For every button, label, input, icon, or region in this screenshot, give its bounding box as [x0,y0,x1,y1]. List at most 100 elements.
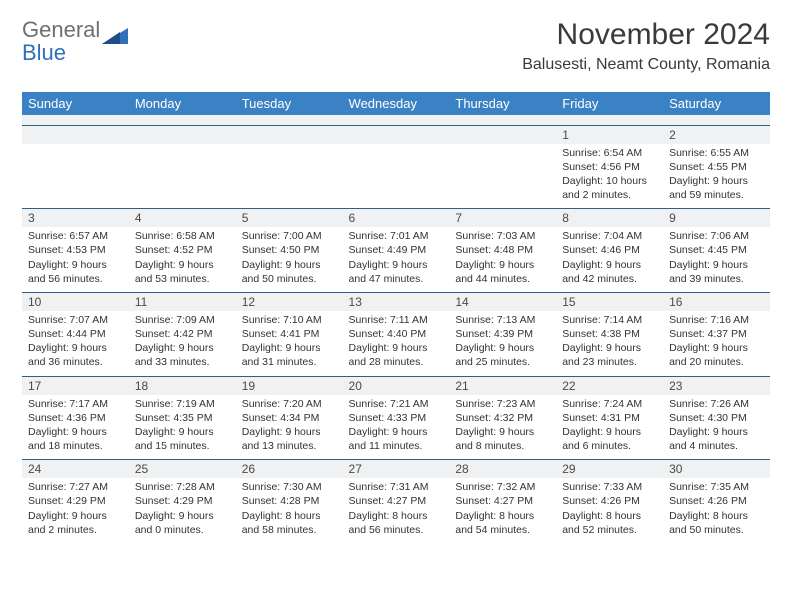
sunset-text: Sunset: 4:27 PM [349,494,444,508]
day-number: 20 [343,376,450,395]
calendar-header-row: SundayMondayTuesdayWednesdayThursdayFrid… [22,92,770,115]
day-cell: Sunrise: 7:23 AMSunset: 4:32 PMDaylight:… [449,395,556,460]
day-cell: Sunrise: 6:58 AMSunset: 4:52 PMDaylight:… [129,227,236,292]
sunrise-text: Sunrise: 7:16 AM [669,313,764,327]
daylight-text: Daylight: 9 hours and 20 minutes. [669,341,764,369]
day-cell: Sunrise: 7:30 AMSunset: 4:28 PMDaylight:… [236,478,343,543]
sunset-text: Sunset: 4:29 PM [28,494,123,508]
day-header: Sunday [22,92,129,115]
daylight-text: Daylight: 9 hours and 53 minutes. [135,258,230,286]
daylight-text: Daylight: 8 hours and 54 minutes. [455,509,550,537]
daylight-text: Daylight: 9 hours and 18 minutes. [28,425,123,453]
sunrise-text: Sunrise: 6:54 AM [562,146,657,160]
day-number: 29 [556,460,663,479]
brand-logo: General Blue [22,18,128,64]
daylight-text: Daylight: 9 hours and 4 minutes. [669,425,764,453]
calendar-table: SundayMondayTuesdayWednesdayThursdayFrid… [22,92,770,543]
daylight-text: Daylight: 9 hours and 39 minutes. [669,258,764,286]
day-cell: Sunrise: 6:54 AMSunset: 4:56 PMDaylight:… [556,144,663,209]
day-cell [449,144,556,209]
brand-mark-icon [102,22,128,49]
sunset-text: Sunset: 4:53 PM [28,243,123,257]
day-info-row: Sunrise: 6:54 AMSunset: 4:56 PMDaylight:… [22,144,770,209]
day-number: 22 [556,376,663,395]
day-cell: Sunrise: 7:33 AMSunset: 4:26 PMDaylight:… [556,478,663,543]
sunrise-text: Sunrise: 7:14 AM [562,313,657,327]
brand-word-1: General [22,17,100,42]
sunset-text: Sunset: 4:34 PM [242,411,337,425]
day-number [129,125,236,144]
sunrise-text: Sunrise: 7:23 AM [455,397,550,411]
daylight-text: Daylight: 10 hours and 2 minutes. [562,174,657,202]
daylight-text: Daylight: 9 hours and 42 minutes. [562,258,657,286]
day-number: 25 [129,460,236,479]
daylight-text: Daylight: 9 hours and 2 minutes. [28,509,123,537]
day-number: 27 [343,460,450,479]
daylight-text: Daylight: 9 hours and 47 minutes. [349,258,444,286]
day-number: 30 [663,460,770,479]
sunset-text: Sunset: 4:26 PM [669,494,764,508]
spacer-cell [236,115,343,125]
sunrise-text: Sunrise: 7:30 AM [242,480,337,494]
day-number: 7 [449,209,556,228]
day-info-row: Sunrise: 7:07 AMSunset: 4:44 PMDaylight:… [22,311,770,376]
day-number-row: 17181920212223 [22,376,770,395]
day-cell: Sunrise: 7:28 AMSunset: 4:29 PMDaylight:… [129,478,236,543]
sunrise-text: Sunrise: 7:13 AM [455,313,550,327]
sunrise-text: Sunrise: 7:11 AM [349,313,444,327]
sunset-text: Sunset: 4:33 PM [349,411,444,425]
day-number [236,125,343,144]
sunset-text: Sunset: 4:44 PM [28,327,123,341]
day-number [22,125,129,144]
spacer-cell [129,115,236,125]
sunset-text: Sunset: 4:49 PM [349,243,444,257]
day-number: 26 [236,460,343,479]
day-number: 11 [129,292,236,311]
day-cell: Sunrise: 7:16 AMSunset: 4:37 PMDaylight:… [663,311,770,376]
sunrise-text: Sunrise: 7:21 AM [349,397,444,411]
sunrise-text: Sunrise: 7:26 AM [669,397,764,411]
day-number: 5 [236,209,343,228]
sunrise-text: Sunrise: 6:55 AM [669,146,764,160]
sunrise-text: Sunrise: 7:06 AM [669,229,764,243]
sunset-text: Sunset: 4:42 PM [135,327,230,341]
day-number: 2 [663,125,770,144]
day-header: Thursday [449,92,556,115]
daylight-text: Daylight: 8 hours and 52 minutes. [562,509,657,537]
sunset-text: Sunset: 4:56 PM [562,160,657,174]
day-number: 12 [236,292,343,311]
sunrise-text: Sunrise: 7:32 AM [455,480,550,494]
day-cell: Sunrise: 7:24 AMSunset: 4:31 PMDaylight:… [556,395,663,460]
sunrise-text: Sunrise: 7:27 AM [28,480,123,494]
sunset-text: Sunset: 4:45 PM [669,243,764,257]
day-cell: Sunrise: 7:31 AMSunset: 4:27 PMDaylight:… [343,478,450,543]
daylight-text: Daylight: 9 hours and 15 minutes. [135,425,230,453]
day-header: Monday [129,92,236,115]
sunset-text: Sunset: 4:27 PM [455,494,550,508]
spacer-cell [22,115,129,125]
daylight-text: Daylight: 9 hours and 11 minutes. [349,425,444,453]
location: Balusesti, Neamt County, Romania [522,56,770,74]
sunset-text: Sunset: 4:28 PM [242,494,337,508]
sunset-text: Sunset: 4:55 PM [669,160,764,174]
sunset-text: Sunset: 4:40 PM [349,327,444,341]
day-number-row: 3456789 [22,209,770,228]
day-cell: Sunrise: 6:55 AMSunset: 4:55 PMDaylight:… [663,144,770,209]
sunrise-text: Sunrise: 7:00 AM [242,229,337,243]
daylight-text: Daylight: 8 hours and 56 minutes. [349,509,444,537]
sunrise-text: Sunrise: 7:28 AM [135,480,230,494]
daylight-text: Daylight: 8 hours and 58 minutes. [242,509,337,537]
sunset-text: Sunset: 4:48 PM [455,243,550,257]
spacer-cell [449,115,556,125]
day-cell [236,144,343,209]
daylight-text: Daylight: 9 hours and 0 minutes. [135,509,230,537]
day-cell: Sunrise: 6:57 AMSunset: 4:53 PMDaylight:… [22,227,129,292]
day-cell: Sunrise: 7:01 AMSunset: 4:49 PMDaylight:… [343,227,450,292]
day-cell: Sunrise: 7:11 AMSunset: 4:40 PMDaylight:… [343,311,450,376]
daylight-text: Daylight: 9 hours and 33 minutes. [135,341,230,369]
day-number-row: 12 [22,125,770,144]
daylight-text: Daylight: 9 hours and 44 minutes. [455,258,550,286]
sunrise-text: Sunrise: 7:31 AM [349,480,444,494]
day-cell: Sunrise: 7:17 AMSunset: 4:36 PMDaylight:… [22,395,129,460]
day-number: 17 [22,376,129,395]
